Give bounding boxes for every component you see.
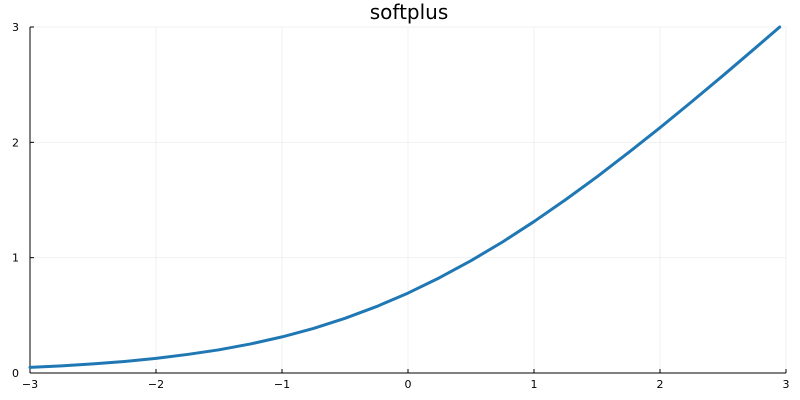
y-tick-label-1: 1 (12, 252, 19, 265)
x-tick-label-4: 1 (531, 378, 538, 391)
series-line-0 (28, 25, 782, 369)
x-tick-label-0: −3 (22, 378, 38, 391)
x-tick-label-2: −1 (274, 378, 290, 391)
grid-layer (29, 26, 787, 374)
ticks-layer: −3 −2 −1 0 1 2 3 0 1 2 3 (12, 21, 790, 391)
y-tick-label-0: 0 (12, 367, 19, 380)
x-tick-label-5: 2 (657, 378, 664, 391)
y-tick-label-2: 2 (12, 136, 19, 149)
x-tick-label-1: −2 (148, 378, 164, 391)
chart-title: softplus (370, 0, 449, 24)
y-tick-label-3: 3 (12, 21, 19, 34)
x-tick-label-3: 0 (405, 378, 412, 391)
x-tick-label-6: 3 (783, 378, 790, 391)
series-layer (28, 25, 782, 369)
